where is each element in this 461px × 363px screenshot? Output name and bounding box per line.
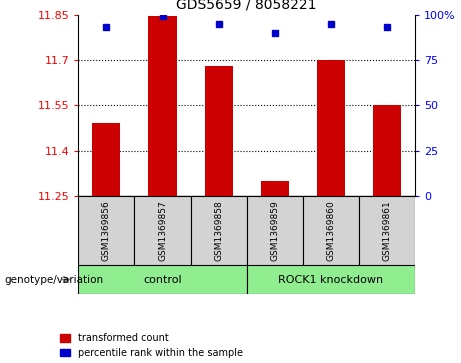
Bar <box>303 196 359 265</box>
Bar <box>247 196 303 265</box>
Bar <box>135 196 190 265</box>
Text: GSM1369859: GSM1369859 <box>270 200 279 261</box>
Bar <box>247 265 415 294</box>
Text: GSM1369861: GSM1369861 <box>382 200 391 261</box>
Text: GSM1369858: GSM1369858 <box>214 200 223 261</box>
Legend: transformed count, percentile rank within the sample: transformed count, percentile rank withi… <box>60 333 242 358</box>
Bar <box>190 196 247 265</box>
Bar <box>205 66 233 196</box>
Bar <box>317 60 345 196</box>
Bar <box>260 181 289 196</box>
Bar <box>92 123 120 196</box>
Title: GDS5659 / 8058221: GDS5659 / 8058221 <box>177 0 317 12</box>
Text: genotype/variation: genotype/variation <box>5 274 104 285</box>
Text: control: control <box>143 274 182 285</box>
Text: ROCK1 knockdown: ROCK1 knockdown <box>278 274 384 285</box>
Text: GSM1369860: GSM1369860 <box>326 200 335 261</box>
Bar <box>148 16 177 196</box>
Bar <box>78 196 135 265</box>
Text: GSM1369857: GSM1369857 <box>158 200 167 261</box>
Bar <box>373 105 401 196</box>
Bar <box>359 196 415 265</box>
Bar <box>78 265 247 294</box>
Text: GSM1369856: GSM1369856 <box>102 200 111 261</box>
